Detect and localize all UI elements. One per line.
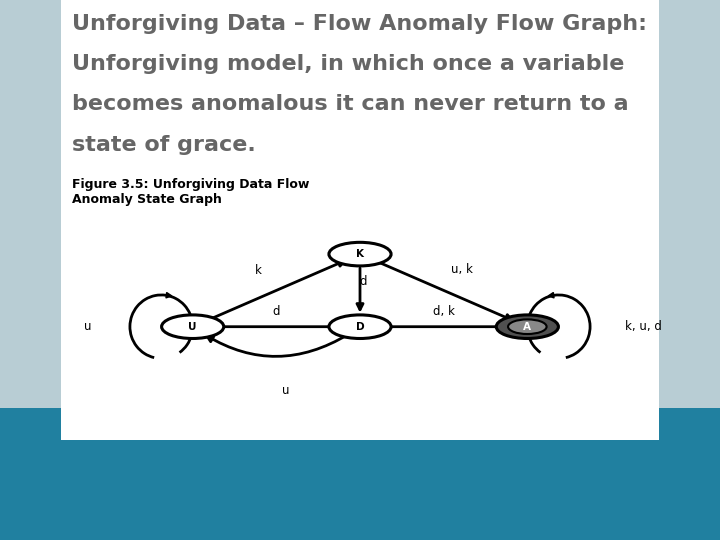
Text: u: u [84,320,92,333]
Text: k, u, d: k, u, d [626,320,662,333]
Circle shape [508,319,546,334]
Circle shape [496,315,559,339]
Text: Unforgiving Data – Flow Anomaly Flow Graph:: Unforgiving Data – Flow Anomaly Flow Gra… [72,14,647,33]
Text: Unforgiving model, in which once a variable: Unforgiving model, in which once a varia… [72,54,624,74]
Text: U: U [189,322,197,332]
Bar [61,0,659,440]
Bar [659,0,720,440]
Circle shape [329,315,391,339]
Circle shape [329,242,391,266]
Text: u, k: u, k [451,264,472,276]
Text: d: d [273,306,280,319]
Bar [0,440,720,540]
Text: D: D [356,322,364,332]
Text: d: d [359,275,366,288]
Text: becomes anomalous it can never return to a: becomes anomalous it can never return to… [72,94,629,114]
Text: K: K [356,249,364,259]
Text: A: A [523,322,531,332]
Text: u: u [282,384,289,397]
Text: d, k: d, k [433,306,454,319]
Text: k: k [255,264,262,276]
Text: state of grace.: state of grace. [72,135,256,155]
Circle shape [161,315,224,339]
Bar [0,0,61,440]
Bar [0,408,61,440]
Text: Figure 3.5: Unforgiving Data Flow
Anomaly State Graph: Figure 3.5: Unforgiving Data Flow Anomal… [72,178,310,206]
Bar [659,408,720,440]
